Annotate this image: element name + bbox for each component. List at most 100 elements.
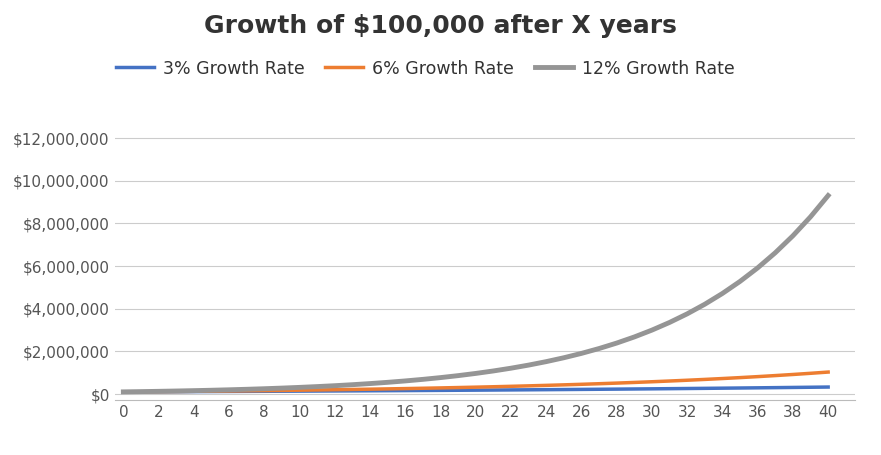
Text: Growth of $100,000 after X years: Growth of $100,000 after X years bbox=[204, 14, 677, 38]
12% Growth Rate bbox=[312, 384, 322, 389]
12% Growth Rate bbox=[700, 302, 710, 307]
6% Growth Rate bbox=[664, 378, 675, 384]
6% Growth Rate bbox=[576, 382, 587, 387]
12% Growth Rate bbox=[224, 387, 234, 393]
12% Growth Rate bbox=[594, 346, 604, 351]
6% Growth Rate bbox=[259, 388, 270, 393]
3% Growth Rate bbox=[277, 389, 287, 394]
3% Growth Rate bbox=[347, 388, 358, 394]
12% Growth Rate bbox=[347, 382, 358, 387]
12% Growth Rate bbox=[294, 384, 305, 390]
12% Growth Rate bbox=[717, 291, 728, 296]
6% Growth Rate bbox=[453, 385, 463, 390]
3% Growth Rate bbox=[365, 388, 375, 394]
12% Growth Rate bbox=[118, 389, 129, 394]
3% Growth Rate bbox=[312, 388, 322, 394]
12% Growth Rate bbox=[629, 334, 640, 340]
3% Growth Rate bbox=[752, 385, 763, 390]
3% Growth Rate bbox=[735, 385, 745, 391]
6% Growth Rate bbox=[224, 388, 234, 394]
12% Growth Rate bbox=[171, 388, 181, 394]
3% Growth Rate bbox=[453, 388, 463, 393]
6% Growth Rate bbox=[241, 388, 252, 394]
3% Growth Rate bbox=[189, 389, 199, 394]
12% Growth Rate bbox=[770, 250, 781, 255]
3% Growth Rate bbox=[523, 387, 534, 393]
3% Growth Rate bbox=[506, 387, 516, 393]
12% Growth Rate bbox=[206, 388, 217, 393]
6% Growth Rate bbox=[435, 385, 446, 391]
6% Growth Rate bbox=[294, 388, 305, 393]
6% Growth Rate bbox=[823, 369, 833, 375]
3% Growth Rate bbox=[241, 389, 252, 394]
3% Growth Rate bbox=[647, 386, 657, 392]
Line: 12% Growth Rate: 12% Growth Rate bbox=[123, 196, 828, 392]
12% Growth Rate bbox=[559, 355, 569, 360]
12% Growth Rate bbox=[418, 377, 428, 382]
3% Growth Rate bbox=[629, 386, 640, 392]
12% Growth Rate bbox=[259, 386, 270, 391]
6% Growth Rate bbox=[788, 372, 798, 377]
12% Growth Rate bbox=[435, 375, 446, 380]
6% Growth Rate bbox=[329, 387, 340, 393]
3% Growth Rate bbox=[788, 385, 798, 390]
12% Growth Rate bbox=[329, 383, 340, 389]
3% Growth Rate bbox=[329, 388, 340, 394]
6% Growth Rate bbox=[647, 379, 657, 384]
3% Growth Rate bbox=[770, 385, 781, 390]
12% Growth Rate bbox=[382, 379, 393, 385]
6% Growth Rate bbox=[312, 387, 322, 393]
6% Growth Rate bbox=[136, 389, 146, 394]
3% Growth Rate bbox=[118, 389, 129, 394]
6% Growth Rate bbox=[382, 386, 393, 392]
3% Growth Rate bbox=[682, 386, 692, 391]
6% Growth Rate bbox=[118, 389, 129, 394]
6% Growth Rate bbox=[611, 380, 622, 386]
6% Growth Rate bbox=[277, 388, 287, 393]
3% Growth Rate bbox=[823, 384, 833, 390]
3% Growth Rate bbox=[171, 389, 181, 394]
6% Growth Rate bbox=[735, 375, 745, 380]
6% Growth Rate bbox=[559, 382, 569, 388]
6% Growth Rate bbox=[400, 386, 411, 391]
12% Growth Rate bbox=[277, 385, 287, 391]
6% Growth Rate bbox=[700, 377, 710, 382]
3% Growth Rate bbox=[400, 388, 411, 393]
12% Growth Rate bbox=[805, 214, 816, 219]
12% Growth Rate bbox=[523, 362, 534, 368]
6% Growth Rate bbox=[153, 389, 164, 394]
12% Growth Rate bbox=[541, 359, 552, 364]
6% Growth Rate bbox=[523, 383, 534, 389]
12% Growth Rate bbox=[752, 265, 763, 271]
3% Growth Rate bbox=[136, 389, 146, 394]
12% Growth Rate bbox=[611, 340, 622, 346]
12% Growth Rate bbox=[735, 278, 745, 284]
3% Growth Rate bbox=[559, 387, 569, 392]
12% Growth Rate bbox=[682, 311, 692, 317]
3% Growth Rate bbox=[259, 389, 270, 394]
12% Growth Rate bbox=[400, 378, 411, 384]
6% Growth Rate bbox=[470, 384, 481, 390]
12% Growth Rate bbox=[189, 388, 199, 394]
6% Growth Rate bbox=[347, 387, 358, 392]
6% Growth Rate bbox=[418, 385, 428, 391]
6% Growth Rate bbox=[171, 389, 181, 394]
3% Growth Rate bbox=[153, 389, 164, 394]
3% Growth Rate bbox=[294, 389, 305, 394]
3% Growth Rate bbox=[435, 388, 446, 393]
6% Growth Rate bbox=[206, 389, 217, 394]
3% Growth Rate bbox=[206, 389, 217, 394]
12% Growth Rate bbox=[365, 381, 375, 386]
3% Growth Rate bbox=[576, 387, 587, 392]
6% Growth Rate bbox=[506, 384, 516, 389]
3% Growth Rate bbox=[611, 386, 622, 392]
3% Growth Rate bbox=[488, 387, 499, 393]
6% Growth Rate bbox=[365, 386, 375, 392]
3% Growth Rate bbox=[224, 389, 234, 394]
3% Growth Rate bbox=[594, 387, 604, 392]
12% Growth Rate bbox=[136, 389, 146, 394]
6% Growth Rate bbox=[488, 384, 499, 389]
Line: 6% Growth Rate: 6% Growth Rate bbox=[123, 372, 828, 392]
3% Growth Rate bbox=[382, 388, 393, 394]
3% Growth Rate bbox=[664, 386, 675, 391]
